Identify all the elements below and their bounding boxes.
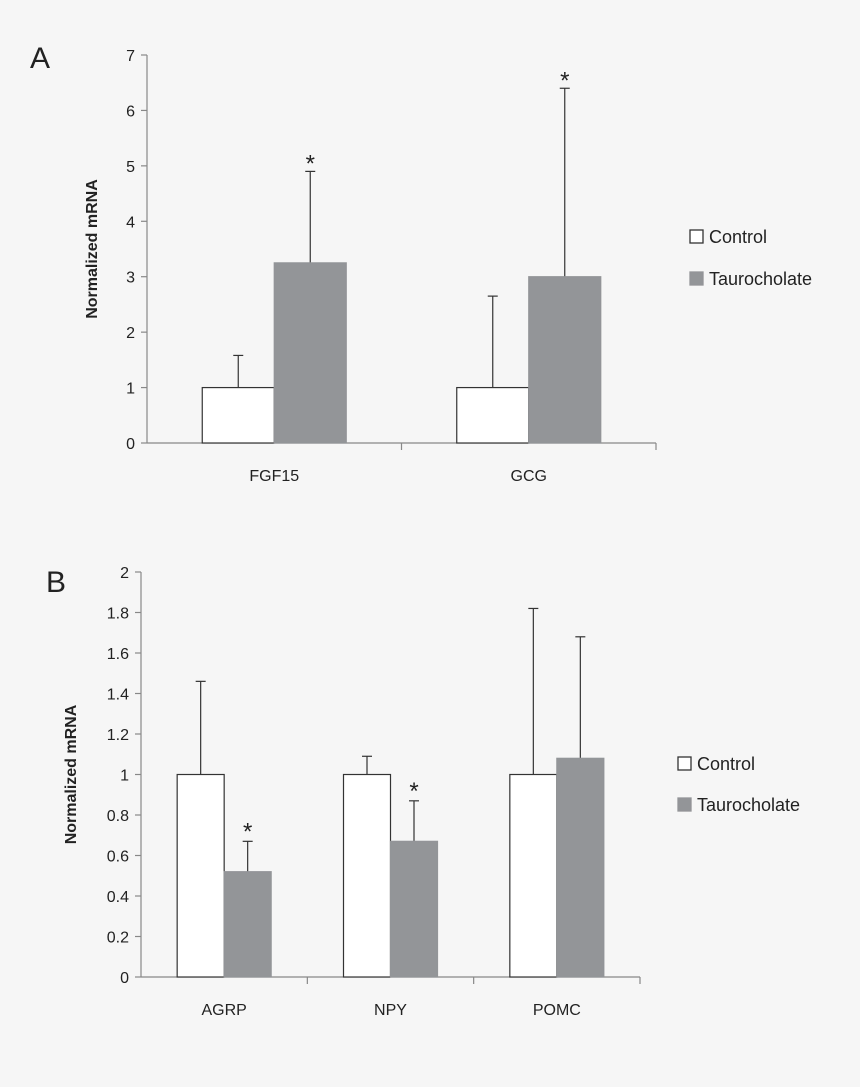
legend-label-taurocholate: Taurocholate	[697, 795, 800, 815]
y-tick-label: 7	[126, 48, 135, 65]
significance-star: *	[243, 818, 252, 845]
bar-control-gcg	[456, 386, 530, 444]
bar-control-fgf15	[201, 386, 275, 444]
bar-control-pomc	[509, 773, 558, 978]
bar-taurocholate-gcg	[528, 276, 602, 444]
y-tick-label: 4	[126, 214, 135, 231]
significance-star: *	[560, 67, 569, 94]
panel-letter: A	[30, 42, 50, 75]
legend-label-control: Control	[709, 227, 767, 247]
legend-swatch-taurocholate	[689, 271, 704, 286]
legend-label-taurocholate: Taurocholate	[709, 269, 812, 289]
bar-taurocholate-pomc	[556, 757, 605, 978]
x-tick-label: POMC	[533, 1002, 581, 1019]
y-tick-label: 5	[126, 159, 135, 176]
y-tick-label: 1	[120, 768, 129, 785]
x-tick-label: FGF15	[249, 468, 299, 485]
y-tick-label: 1.4	[107, 687, 129, 704]
y-tick-label: 1	[126, 381, 135, 398]
y-axis-label: Normalized mRNA	[84, 179, 101, 319]
y-tick-label: 6	[126, 103, 135, 120]
significance-star: *	[306, 150, 315, 177]
y-tick-label: 0	[120, 970, 129, 987]
legend-swatch-control	[689, 229, 704, 244]
y-tick-label: 0.2	[107, 930, 129, 947]
x-tick-label: AGRP	[201, 1002, 246, 1019]
bar-taurocholate-npy	[389, 840, 439, 978]
x-tick-label: GCG	[511, 468, 547, 485]
y-tick-label: 2	[120, 565, 129, 582]
bar-control-agrp	[176, 773, 225, 978]
y-tick-label: 0.8	[107, 808, 129, 825]
y-axis-label: Normalized mRNA	[63, 704, 80, 844]
panel-letter: B	[46, 566, 66, 599]
bar-control-npy	[342, 773, 392, 978]
y-tick-label: 1.2	[107, 727, 129, 744]
y-tick-label: 0.6	[107, 849, 129, 866]
y-tick-label: 1.8	[107, 606, 129, 623]
legend-swatch-taurocholate	[677, 797, 692, 812]
x-tick-label: NPY	[374, 1002, 407, 1019]
bar-taurocholate-agrp	[223, 871, 272, 978]
significance-star: *	[409, 778, 418, 805]
chart-panel-b: B 0 0.2 0.4 0.6 0.8 1 1.2 1.4 1.6 1.8 2 Normalized m…	[46, 565, 800, 1019]
bar-taurocholate-fgf15	[273, 262, 347, 444]
legend-swatch-control	[677, 756, 692, 771]
y-tick-label: 0	[126, 436, 135, 453]
legend-label-control: Control	[697, 754, 755, 774]
y-tick-label: 0.4	[107, 889, 129, 906]
y-tick-label: 2	[126, 325, 135, 342]
y-tick-label: 3	[126, 270, 135, 287]
y-tick-label: 1.6	[107, 646, 129, 663]
chart-panel-a: A 0 1 2 3 4 5 6 7 Normalized mRNA FGF15 * GCG * Contro…	[30, 42, 812, 485]
